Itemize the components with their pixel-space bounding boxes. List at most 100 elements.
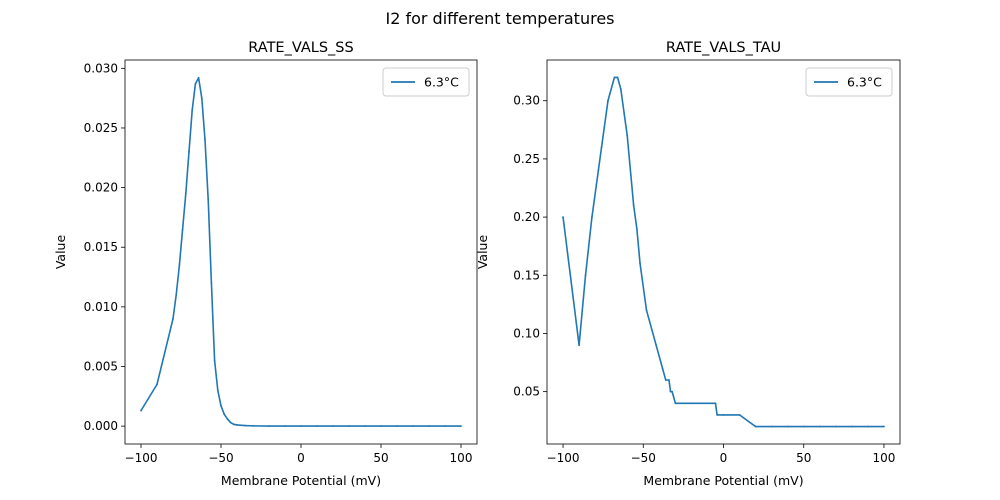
data-point (204, 139, 206, 141)
data-point (428, 425, 430, 428)
x-axis-label: Membrane Potential (mV) (221, 473, 381, 488)
data-point (300, 425, 302, 428)
y-tick-label: 0.005 (84, 359, 118, 373)
y-tick-label: 0.020 (84, 181, 118, 195)
data-point (635, 227, 638, 230)
data-point (754, 425, 757, 428)
data-point (584, 274, 587, 277)
data-point (380, 425, 382, 428)
data-point (252, 424, 254, 427)
figure-title: I2 for different temperatures (385, 9, 614, 28)
x-tick-label: 0 (297, 451, 305, 465)
data-point (184, 192, 187, 195)
legend: 6.3°C (805, 67, 893, 97)
data-point (284, 425, 286, 428)
legend-box (382, 67, 470, 97)
data-point (639, 262, 641, 265)
data-point (786, 425, 789, 428)
data-point (600, 146, 603, 149)
series-line (562, 76, 884, 428)
data-point (188, 150, 190, 153)
x-tick-label: 50 (373, 451, 388, 465)
data-point (597, 169, 600, 172)
data-point (690, 402, 693, 405)
data-point (207, 198, 210, 201)
y-tick-label: 0.20 (513, 210, 540, 224)
x-tick-label: 100 (873, 451, 896, 465)
data-point (181, 228, 184, 231)
chart-title: RATE_VALS_TAU (666, 40, 781, 56)
data-point (460, 425, 462, 428)
chart-tau: RATE_VALS_TAU −100 −50 0 50 100 0.05 0.10 0.15 0.… (475, 40, 901, 488)
data-point (140, 409, 142, 412)
y-tick-label: 0.015 (84, 240, 118, 254)
data-point (348, 425, 350, 428)
data-point (268, 425, 270, 428)
y-tick-label: 0.000 (84, 419, 118, 433)
data-point (616, 76, 619, 79)
chart-ss: RATE_VALS_SS −100 −50 0 50 100 0.000 0.005 0.010… (53, 40, 478, 488)
data-point (664, 379, 667, 381)
data-point (674, 402, 677, 405)
data-point (619, 88, 622, 90)
data-point (671, 390, 674, 393)
data-point (223, 413, 226, 416)
data-point (716, 414, 718, 416)
chart-title: RATE_VALS_SS (248, 40, 353, 56)
x-axis-label: Membrane Potential (mV) (643, 473, 803, 488)
x-tick-label: −50 (631, 451, 656, 465)
data-point (802, 425, 805, 428)
y-tick-label: 0.030 (84, 61, 118, 75)
x-tick-label: 50 (796, 451, 811, 465)
data-point (613, 76, 616, 79)
data-point (412, 425, 414, 428)
data-point (194, 82, 197, 85)
y-tick-label: 0.25 (513, 152, 540, 166)
y-tick-label: 0.05 (513, 385, 540, 399)
data-point (210, 282, 213, 284)
data-point (661, 367, 664, 370)
data-point (213, 359, 216, 362)
data-point (722, 414, 725, 416)
data-point (156, 383, 158, 386)
data-point (236, 424, 238, 426)
data-point (226, 418, 229, 420)
data-point (655, 344, 658, 346)
x-tick-label: 0 (720, 451, 728, 465)
data-point (645, 309, 648, 312)
x-tick-label: −100 (125, 451, 158, 465)
data-point (578, 344, 580, 346)
data-point (178, 264, 181, 267)
y-tick-label: 0.10 (513, 326, 540, 340)
data-point (818, 425, 821, 428)
data-point (244, 424, 246, 427)
x-tick-label: −50 (208, 451, 233, 465)
data-point (867, 425, 869, 428)
data-point (396, 425, 398, 428)
data-point (364, 425, 366, 428)
y-tick-label: 0.025 (84, 121, 118, 135)
plot-frame (124, 59, 478, 445)
data-point (172, 317, 174, 320)
data-point (175, 294, 178, 296)
y-axis-label: Value (475, 235, 490, 270)
y-tick-label: 0.15 (513, 268, 540, 282)
data-point (669, 390, 672, 393)
data-point (632, 204, 635, 207)
legend-label: 6.3°C (424, 75, 459, 90)
data-point (562, 216, 564, 218)
data-point (738, 414, 741, 416)
data-point (316, 425, 318, 428)
legend-box (805, 67, 893, 97)
y-tick-label: 0.30 (513, 94, 540, 108)
data-point (883, 425, 885, 428)
data-point (191, 109, 194, 111)
legend: 6.3°C (382, 67, 470, 97)
data-point (229, 421, 232, 424)
series-line (140, 77, 461, 427)
data-point (668, 379, 670, 381)
y-tick-label: 0.010 (84, 300, 118, 314)
x-tick-label: 100 (450, 451, 473, 465)
plot-frame (546, 59, 901, 445)
